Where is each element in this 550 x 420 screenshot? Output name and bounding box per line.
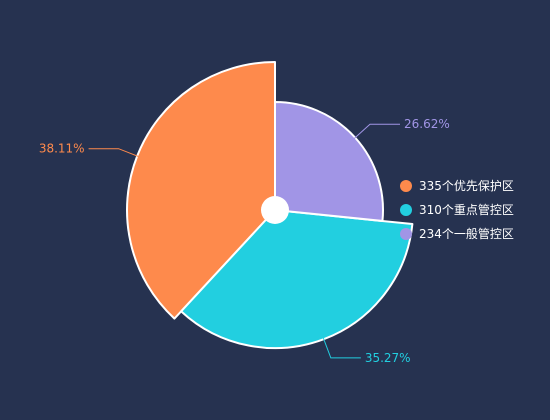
center-dot <box>261 196 289 224</box>
pie-slice-3[interactable] <box>274 101 384 222</box>
leader-lines-layer: 38.11% 35.27% 26.62% <box>39 117 450 365</box>
legend-label-3: 234个一般管控区 <box>419 226 514 241</box>
legend-label-2: 310个重点管控区 <box>419 202 514 217</box>
legend-marker-3 <box>400 228 412 240</box>
legend-item-1[interactable]: 335个优先保护区 <box>400 179 514 193</box>
leader-line-1 <box>88 148 140 158</box>
legend-marker-1 <box>400 180 412 192</box>
percent-label-2: 35.27% <box>365 351 411 365</box>
legend-item-3[interactable]: 234个一般管控区 <box>400 226 514 241</box>
leader-line-3 <box>353 123 400 140</box>
percent-label-3: 26.62% <box>404 117 450 131</box>
legend-item-2[interactable]: 310个重点管控区 <box>400 202 514 217</box>
slices-layer <box>126 61 414 350</box>
legend-marker-2 <box>400 204 412 216</box>
percent-label-1: 38.11% <box>39 142 85 156</box>
leader-line-2 <box>322 337 361 359</box>
legend-label-1: 335个优先保护区 <box>419 179 514 193</box>
legend[interactable]: 335个优先保护区 310个重点管控区 234个一般管控区 <box>400 179 514 241</box>
